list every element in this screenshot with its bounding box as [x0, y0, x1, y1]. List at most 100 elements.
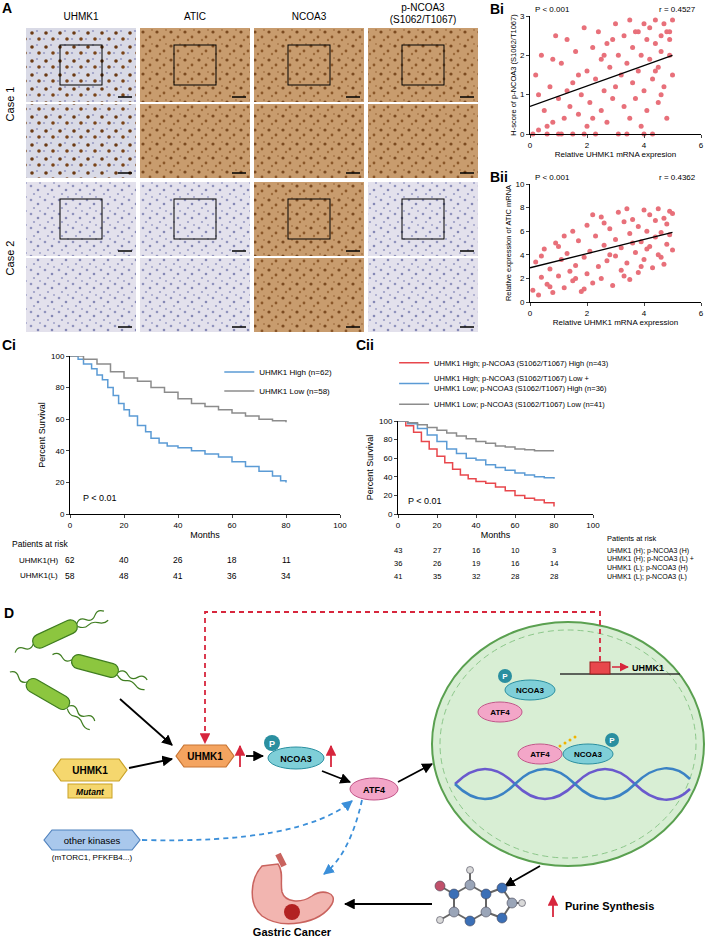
svg-text:P: P — [269, 739, 275, 749]
svg-text:2: 2 — [585, 141, 590, 150]
svg-text:NCOA3: NCOA3 — [516, 686, 545, 695]
svg-text:58: 58 — [65, 571, 75, 581]
svg-text:Months: Months — [190, 530, 220, 540]
svg-text:UHMK1 (H); p-NCOA3 (H): UHMK1 (H); p-NCOA3 (H) — [607, 547, 689, 555]
svg-text:6: 6 — [699, 309, 704, 318]
svg-text:3: 3 — [520, 12, 525, 21]
svg-text:40: 40 — [472, 521, 481, 530]
svg-text:28: 28 — [511, 572, 519, 581]
svg-text:2: 2 — [520, 51, 525, 60]
svg-text:UHMK1(H): UHMK1(H) — [19, 556, 58, 565]
svg-text:20: 20 — [120, 521, 129, 530]
svg-text:28: 28 — [550, 572, 558, 581]
svg-text:other kinases: other kinases — [64, 835, 121, 846]
svg-text:36: 36 — [394, 559, 402, 568]
svg-text:Purine Synthesis: Purine Synthesis — [565, 900, 654, 912]
svg-text:r = 0.4527: r = 0.4527 — [659, 5, 696, 14]
svg-text:NCOA3: NCOA3 — [280, 754, 312, 764]
svg-text:60: 60 — [55, 415, 64, 424]
svg-text:60: 60 — [228, 521, 237, 530]
svg-text:UHMK1 (L); p-NCOA3 (L): UHMK1 (L); p-NCOA3 (L) — [607, 573, 687, 581]
svg-text:Mutant: Mutant — [76, 787, 105, 797]
svg-text:0: 0 — [528, 309, 533, 318]
svg-text:UHMK1: UHMK1 — [72, 765, 108, 776]
svg-text:20: 20 — [55, 478, 64, 487]
svg-text:Gastric Cancer: Gastric Cancer — [253, 926, 332, 938]
svg-text:40: 40 — [119, 555, 129, 565]
svg-text:(S1062/T1067): (S1062/T1067) — [390, 14, 457, 25]
svg-text:11: 11 — [282, 555, 291, 565]
svg-text:ATF4: ATF4 — [490, 708, 510, 717]
svg-text:62: 62 — [65, 555, 75, 565]
svg-text:26: 26 — [173, 555, 183, 565]
svg-text:1: 1 — [520, 90, 525, 99]
svg-text:8: 8 — [520, 203, 525, 212]
svg-text:UHMK1 Low; p-NCOA3 (S1062/T106: UHMK1 Low; p-NCOA3 (S1062/T1067) Low (n=… — [434, 400, 605, 409]
svg-text:r = 0.4362: r = 0.4362 — [659, 173, 696, 182]
svg-text:2: 2 — [585, 309, 590, 318]
svg-text:4: 4 — [520, 251, 525, 260]
svg-text:0: 0 — [520, 130, 525, 139]
svg-text:P: P — [609, 736, 615, 745]
svg-text:6: 6 — [520, 227, 525, 236]
svg-text:41: 41 — [173, 571, 183, 581]
svg-text:34: 34 — [281, 571, 291, 581]
svg-text:40: 40 — [174, 521, 183, 530]
svg-text:18: 18 — [227, 555, 237, 565]
svg-text:P: P — [502, 672, 508, 681]
svg-text:26: 26 — [433, 559, 441, 568]
svg-text:P < 0.001: P < 0.001 — [535, 5, 570, 14]
svg-text:20: 20 — [383, 491, 392, 500]
svg-text:Relative UHMK1 mRNA expression: Relative UHMK1 mRNA expression — [553, 318, 678, 327]
svg-text:UHMK1 High; p-NCOA3 (S1062/T10: UHMK1 High; p-NCOA3 (S1062/T1067) High (… — [434, 359, 609, 368]
svg-text:A: A — [2, 0, 12, 16]
svg-text:D: D — [4, 605, 14, 621]
svg-text:UHMK1: UHMK1 — [187, 751, 223, 762]
svg-text:P < 0.01: P < 0.01 — [408, 496, 442, 506]
svg-text:0: 0 — [528, 141, 533, 150]
svg-text:H-score of p-NCOA3 (S1062/T106: H-score of p-NCOA3 (S1062/T1067) — [509, 14, 518, 136]
svg-text:Patients at risk: Patients at risk — [607, 534, 656, 543]
svg-text:P < 0.001: P < 0.001 — [535, 173, 570, 182]
svg-text:Patients at risk: Patients at risk — [12, 539, 68, 549]
svg-text:0: 0 — [388, 510, 393, 519]
svg-text:20: 20 — [433, 521, 442, 530]
svg-text:UHMK1 High (n=62): UHMK1 High (n=62) — [259, 368, 332, 377]
svg-text:4: 4 — [642, 141, 647, 150]
svg-text:100: 100 — [51, 352, 65, 361]
svg-text:UHMK1 Low (n=58): UHMK1 Low (n=58) — [259, 387, 330, 396]
svg-text:Months: Months — [481, 530, 511, 540]
svg-text:16: 16 — [511, 559, 519, 568]
svg-text:36: 36 — [227, 571, 237, 581]
svg-text:10: 10 — [511, 546, 519, 555]
svg-text:0: 0 — [520, 298, 525, 307]
svg-text:80: 80 — [550, 521, 559, 530]
svg-text:4: 4 — [642, 309, 647, 318]
svg-text:UHMK1 High; p-NCOA3 (S1062/T10: UHMK1 High; p-NCOA3 (S1062/T1067) Low +U… — [434, 374, 607, 393]
svg-text:32: 32 — [472, 572, 480, 581]
svg-text:48: 48 — [119, 571, 129, 581]
svg-text:100: 100 — [333, 521, 347, 530]
svg-text:60: 60 — [511, 521, 520, 530]
svg-text:10: 10 — [515, 180, 524, 189]
svg-text:60: 60 — [383, 454, 392, 463]
svg-text:P < 0.01: P < 0.01 — [83, 493, 117, 503]
svg-text:UHMK1: UHMK1 — [632, 663, 664, 673]
svg-text:NCOA3: NCOA3 — [574, 750, 603, 759]
svg-text:Relative UHMK1 mRNA expresion: Relative UHMK1 mRNA expresion — [555, 150, 676, 159]
svg-text:27: 27 — [433, 546, 441, 555]
svg-text:ATF4: ATF4 — [530, 750, 550, 759]
svg-text:6: 6 — [699, 141, 704, 150]
svg-text:0: 0 — [68, 521, 73, 530]
svg-text:80: 80 — [282, 521, 291, 530]
svg-text:NCOA3: NCOA3 — [292, 11, 327, 22]
svg-text:100: 100 — [586, 521, 600, 530]
svg-text:3: 3 — [552, 546, 556, 555]
svg-text:14: 14 — [550, 559, 558, 568]
svg-text:2: 2 — [520, 274, 525, 283]
svg-text:UHMK1 (H); p-NCOA3 (L) +UHMK1: UHMK1 (H); p-NCOA3 (L) +UHMK1 (L); p-NCO… — [607, 555, 694, 572]
svg-text:40: 40 — [55, 447, 64, 456]
svg-text:ATF4: ATF4 — [363, 785, 385, 795]
svg-text:0: 0 — [396, 521, 401, 530]
svg-text:Percent Survival: Percent Survival — [365, 435, 375, 501]
